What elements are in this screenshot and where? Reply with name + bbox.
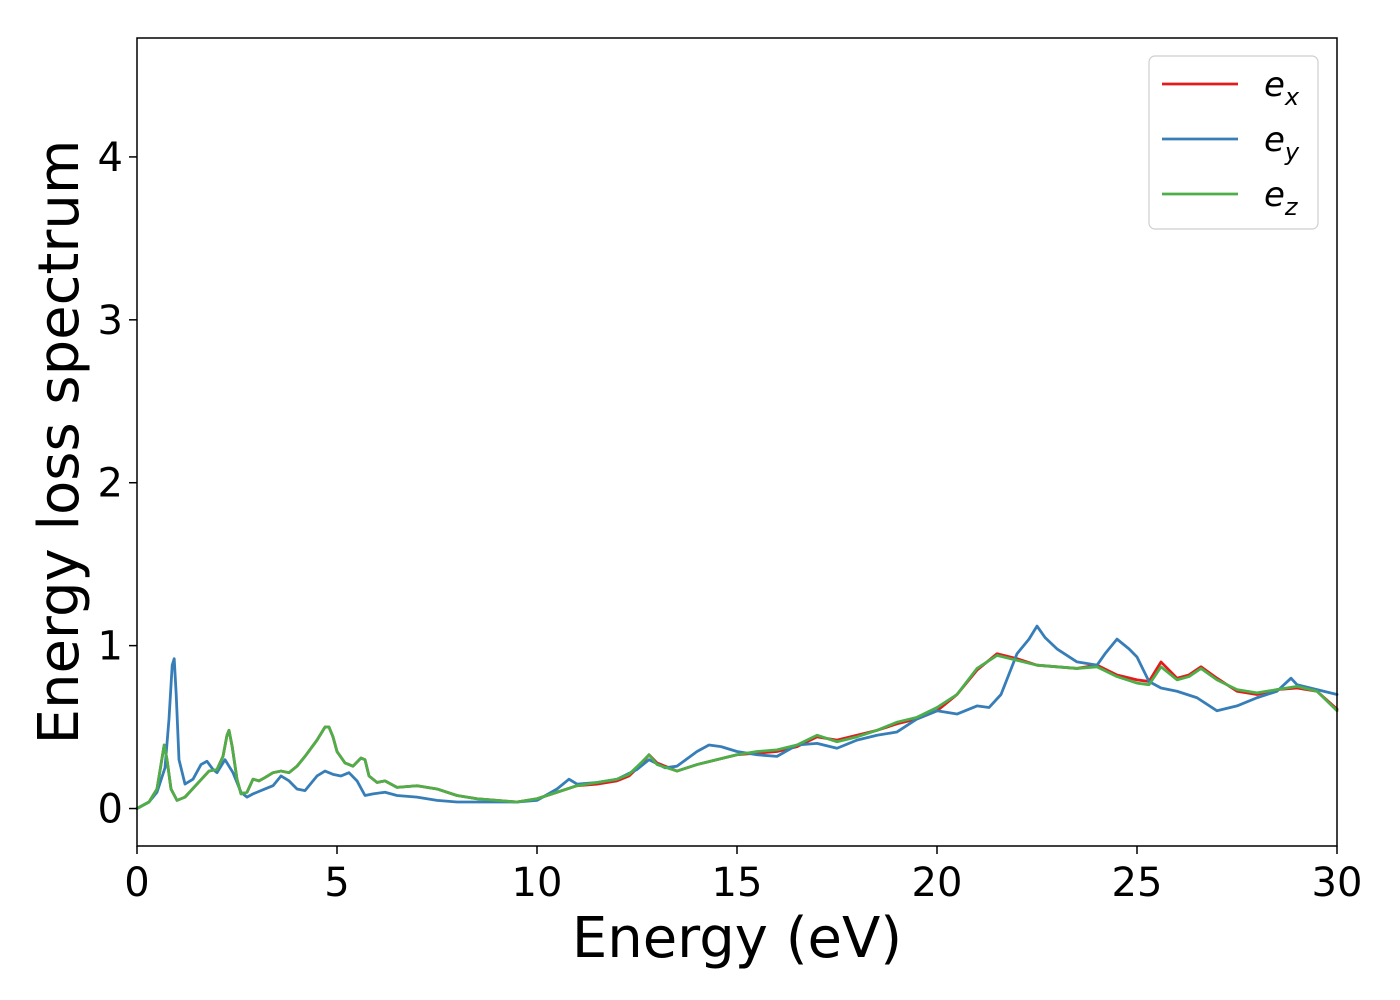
series-line-z	[135, 654, 1339, 810]
y-tick-label: 1	[98, 624, 123, 670]
y-tick-label: 2	[98, 461, 123, 507]
plot-area	[137, 38, 1337, 846]
x-tick-label: 25	[1112, 860, 1163, 906]
legend-label-main: e	[1264, 120, 1285, 160]
x-tick-label: 10	[512, 860, 563, 906]
legend-label-y: ey	[1264, 120, 1300, 166]
x-axis: 0 5 10 15 20 25 30	[124, 846, 1362, 906]
x-tick-label: 30	[1312, 860, 1363, 906]
legend-box	[1148, 55, 1319, 230]
y-tick-label: 3	[98, 298, 123, 344]
x-tick-label: 5	[324, 860, 349, 906]
legend-label-main: e	[1264, 175, 1285, 215]
legend-label-main: e	[1264, 65, 1285, 105]
y-tick-label: 4	[98, 135, 123, 181]
series-layer	[135, 624, 1339, 810]
x-tick-label: 0	[124, 860, 149, 906]
legend-label-sub: z	[1284, 193, 1299, 221]
y-axis: 0 1 2 3 4	[98, 135, 137, 833]
x-axis-title: Energy (eV)	[572, 906, 902, 971]
legend-label-sub: x	[1284, 83, 1300, 111]
y-tick-label: 0	[98, 787, 123, 833]
legend-label-x: ex	[1264, 65, 1300, 111]
legend-label-sub: y	[1284, 138, 1300, 166]
x-tick-label: 20	[912, 860, 963, 906]
x-tick-label: 15	[712, 860, 763, 906]
y-axis-title: Energy loss spectrum	[27, 140, 92, 745]
legend-label-z: ez	[1264, 175, 1299, 221]
